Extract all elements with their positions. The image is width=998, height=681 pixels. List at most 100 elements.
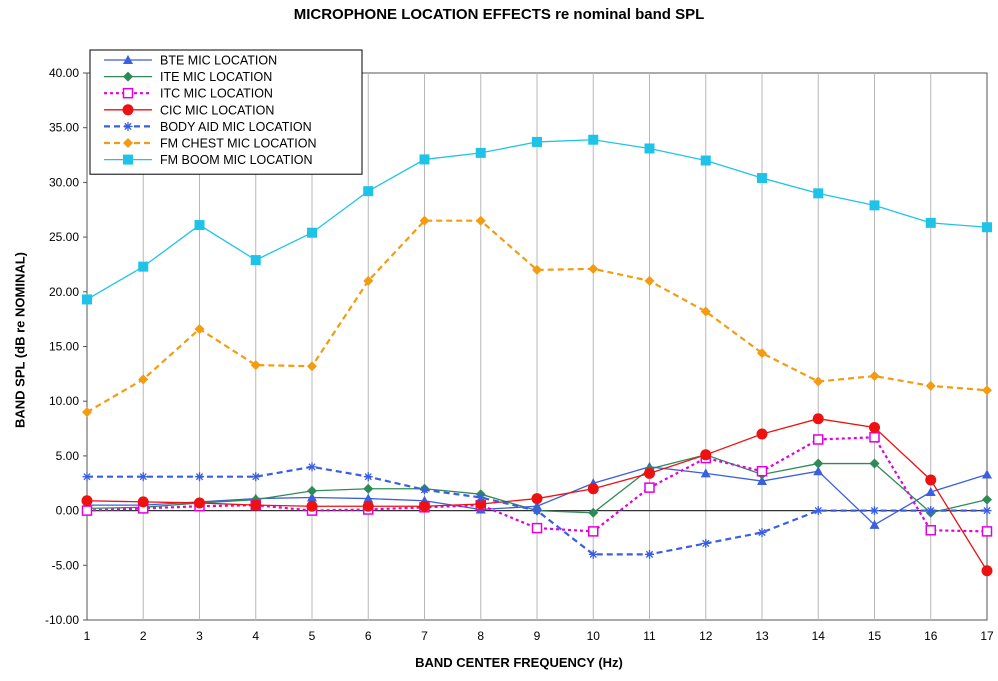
series-3-point [813,434,824,445]
x-tick-label: 14 [812,629,826,643]
series-1-point [982,469,992,479]
legend-label: CIC MIC LOCATION [160,103,274,117]
series-7-point [363,186,374,197]
series-7-point [250,255,261,266]
series-4-point [812,413,824,425]
series-1-point [700,468,711,478]
series-1-point [363,493,374,503]
x-tick-label: 17 [980,629,994,643]
x-tick-label: 15 [868,629,882,643]
legend-marker-7 [123,154,133,165]
x-tick-label: 7 [421,629,428,643]
legend-marker-3 [122,87,134,99]
series-5-point [138,472,148,482]
series-4-point [587,483,599,495]
series-line-3 [86,436,988,533]
series-7-point [757,173,767,184]
series-7-point [82,294,92,305]
series-1-point [307,492,317,502]
series-6-point [869,371,880,382]
series-4-point [925,474,937,486]
y-tick-label: 5.00 [56,449,80,463]
legend-label: ITC MIC LOCATION [160,87,273,101]
series-2-point [363,483,374,494]
series-7-point [588,134,599,145]
series-2-point [307,485,317,496]
series-5-point [982,506,992,516]
x-tick-label: 3 [196,629,203,643]
legend-marker-1 [123,55,133,64]
series-3-point [588,526,599,537]
series-6-point [250,360,261,371]
series-5-point [307,462,317,472]
series-4-point [81,495,93,507]
legend-label: BODY AID MIC LOCATION [160,120,312,134]
series-6-point [757,348,767,359]
series-7-point [813,188,824,199]
x-tick-label: 12 [699,629,713,643]
series-5-point [926,506,936,516]
series-6-point [307,361,317,372]
x-tick-label: 4 [252,629,259,643]
series-4-point [700,449,712,461]
series-3-point [981,526,993,537]
series-4-point [644,467,655,479]
series-6-point [138,374,149,385]
series-1-point [813,466,824,476]
x-tick-label: 5 [309,629,316,643]
x-tick-label: 13 [755,629,769,643]
series-5-point [420,485,429,495]
series-5-point [588,549,598,559]
series-7-point [307,227,317,238]
y-tick-label: 10.00 [49,394,79,408]
legend-label: FM BOOM MIC LOCATION [160,153,313,167]
series-7-point [532,136,542,147]
x-tick-label: 11 [643,629,656,643]
series-6-point [813,376,824,387]
x-tick-label: 8 [477,629,484,643]
y-tick-label: 0.00 [56,504,80,518]
series-4-point [419,500,430,512]
x-tick-label: 6 [365,629,372,643]
series-1-point [757,476,767,486]
legend-marker-5 [123,121,133,131]
y-tick-label: 35.00 [49,121,79,135]
series-6-point [982,385,992,396]
series-6-point [419,215,430,226]
y-tick-label: -10.00 [45,613,79,627]
series-4-point [531,493,543,505]
legend-label: ITE MIC LOCATION [160,70,272,84]
series-4-point [475,498,487,510]
series-4-point [362,500,374,512]
series-3-point [756,465,768,477]
series-7-point [194,220,205,231]
x-tick-label: 1 [84,629,91,643]
series-5-point [870,506,879,516]
series-5-point [813,506,823,516]
series-5-point [645,549,654,559]
y-tick-label: -5.00 [52,558,80,572]
series-2-point [588,507,599,518]
legend-marker-4 [122,104,134,116]
legend-marker-6 [123,138,133,148]
series-1-point [925,487,936,497]
series-3-point [81,505,93,516]
series-6-point [700,306,711,317]
series-3-point [925,525,936,536]
series-5-point [701,538,711,548]
series-6-point [82,407,92,418]
series-6-point [363,275,374,286]
series-6-point [644,275,655,286]
legend-label: BTE MIC LOCATION [160,54,277,68]
series-5-point [757,527,767,537]
y-tick-label: 15.00 [49,340,79,354]
legend-label: FM CHEST MIC LOCATION [160,137,317,151]
series-5-point [195,472,204,482]
series-4-point [981,565,993,577]
series-6-point [194,323,205,334]
series-2-point [869,458,880,469]
series-2-point [813,458,824,469]
x-tick-label: 10 [587,629,601,643]
